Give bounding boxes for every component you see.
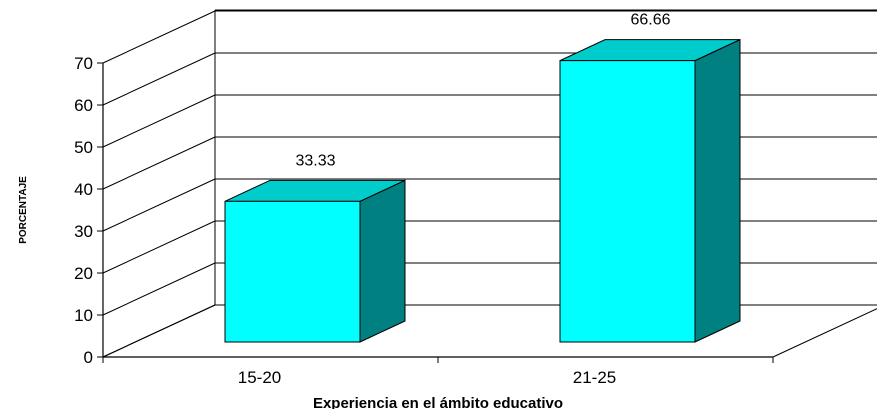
bar-front-face xyxy=(559,60,696,343)
y-tick-label: 10 xyxy=(74,306,93,325)
data-label: 66.66 xyxy=(630,12,670,29)
side-gridline xyxy=(102,52,216,106)
floor-right-edge xyxy=(772,308,877,358)
side-gridline xyxy=(102,178,216,232)
y-tick-label: 60 xyxy=(74,96,93,115)
bar-front-face xyxy=(224,200,361,343)
y-tick-label: 70 xyxy=(74,54,93,73)
side-gridline xyxy=(102,10,216,64)
y-tick-label: 0 xyxy=(84,348,93,367)
x-tick-label: 21-25 xyxy=(573,368,616,387)
side-gridline xyxy=(102,220,216,274)
bar-15-20 xyxy=(224,179,406,343)
side-gridline xyxy=(102,262,216,316)
bar-side-face xyxy=(694,38,741,343)
y-tick-label: 30 xyxy=(74,222,93,241)
y-axis-title: PORCENTAJE xyxy=(18,176,29,244)
bar-21-25 xyxy=(559,38,741,343)
y-tick-label: 50 xyxy=(74,138,93,157)
label-layer: 0 10 20 30 40 50 60 70 33.33 15-20 66.66 21-25 xyxy=(74,12,671,387)
side-gridline xyxy=(102,136,216,190)
grid-layer xyxy=(102,9,877,358)
bar-side-face xyxy=(359,179,406,343)
bar-layer xyxy=(224,38,741,343)
y-tick-label: 40 xyxy=(74,180,93,199)
axis-layer xyxy=(97,62,774,363)
side-gridline xyxy=(102,304,216,358)
x-axis-title: Experiencia en el ámbito educativo xyxy=(313,395,563,409)
x-tick-label: 15-20 xyxy=(238,368,281,387)
data-label: 33.33 xyxy=(295,152,335,169)
y-tick-label: 20 xyxy=(74,264,93,283)
side-gridline xyxy=(102,94,216,148)
